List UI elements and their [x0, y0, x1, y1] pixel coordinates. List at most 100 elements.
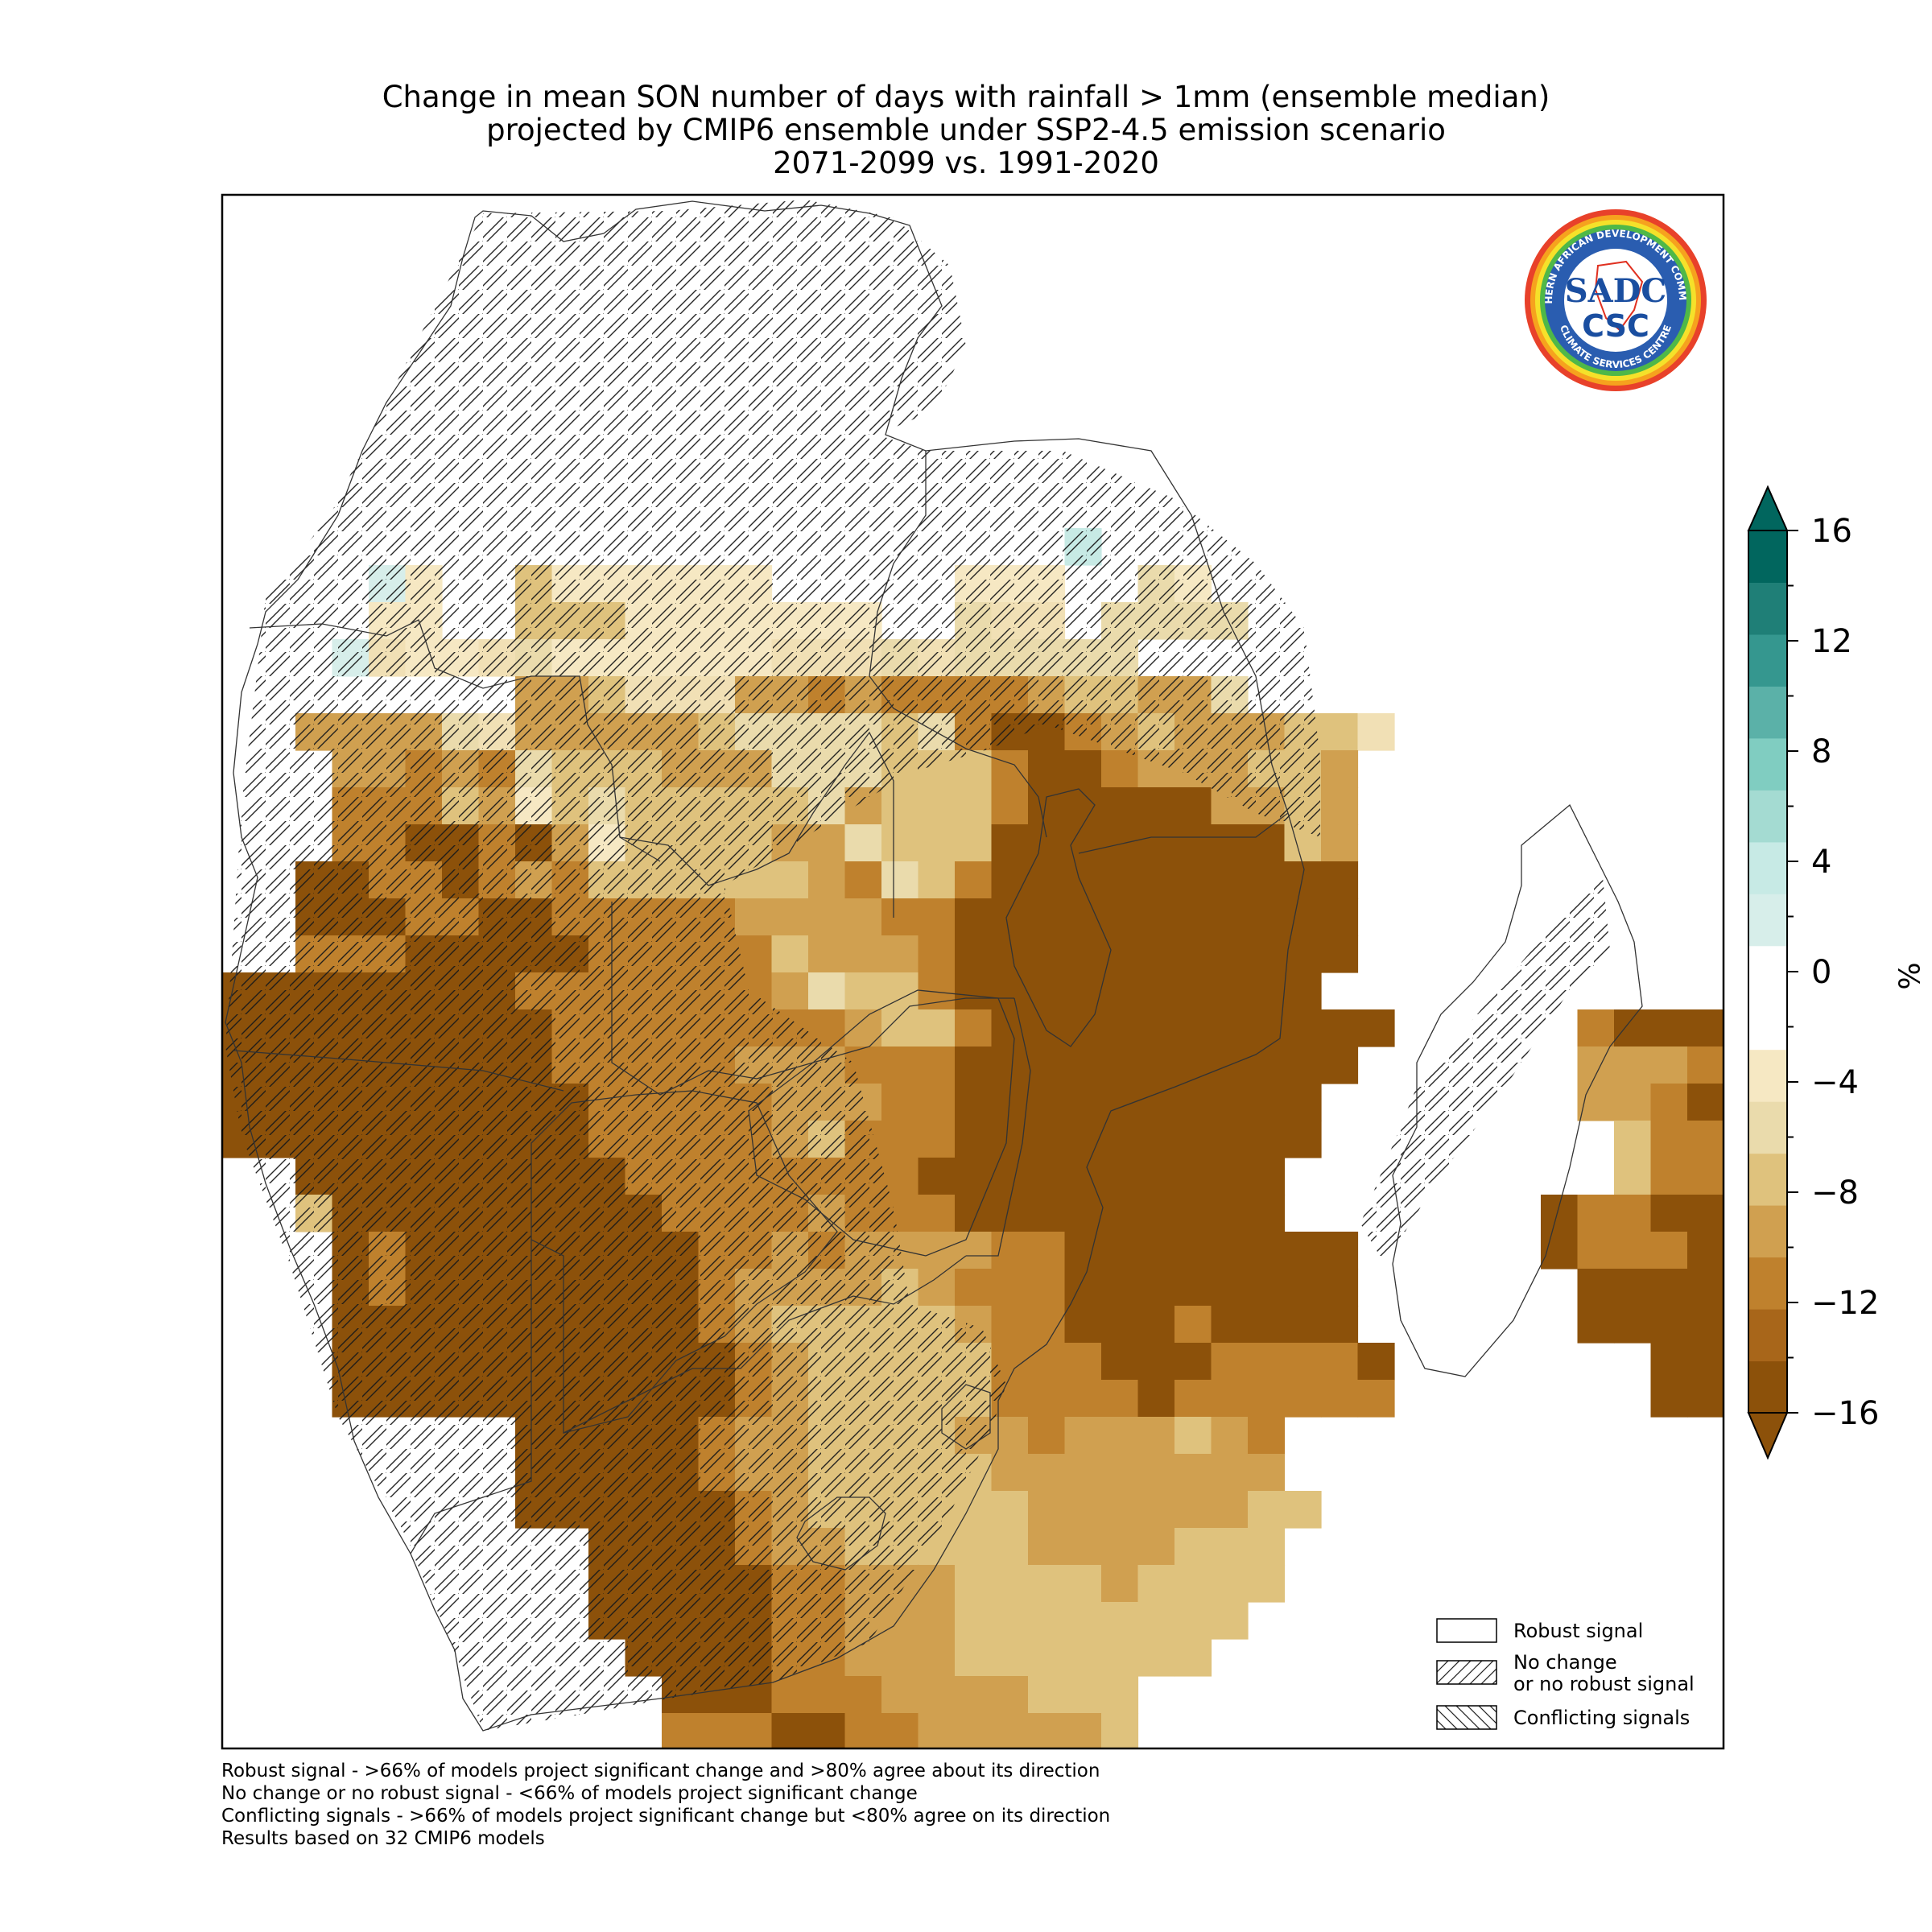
grid-cell: [1028, 1676, 1066, 1714]
grid-cell: [1101, 1639, 1139, 1677]
grid-cell: [1577, 1306, 1615, 1344]
grid-cell: [1137, 1565, 1175, 1603]
hatch-region-mainland: [225, 200, 1320, 1731]
grid-cell: [1174, 1454, 1212, 1492]
grid-cell: [1064, 1639, 1102, 1677]
border-drc-angola: [249, 619, 661, 862]
grid-cell: [1321, 1380, 1359, 1418]
grid-cell: [1064, 1380, 1102, 1418]
coastline-mainland: [225, 200, 1305, 1732]
grid-cell: [1687, 1084, 1724, 1121]
grid-cell: [1101, 1528, 1139, 1566]
colorbar-band: [1748, 997, 1787, 1051]
grid-cell: [844, 861, 882, 899]
grid-cell: [1101, 1602, 1139, 1640]
grid-cell: [1137, 1417, 1175, 1455]
hatch-region-madagascar: [1360, 869, 1610, 1264]
grid-cell: [771, 1676, 809, 1714]
grid-cell: [955, 898, 993, 936]
grid-cell: [955, 787, 993, 825]
grid-cell: [1137, 1084, 1175, 1121]
colorbar-band: [1748, 1101, 1787, 1154]
grid-cell: [991, 1232, 1029, 1269]
grid-cell: [1248, 1009, 1286, 1047]
grid-cell: [1064, 1528, 1102, 1566]
grid-cell: [1174, 824, 1212, 862]
grid-cell: [1687, 1195, 1724, 1232]
grid-cell: [991, 1528, 1029, 1566]
grid-cell: [1248, 1158, 1286, 1195]
border-eswatini: [941, 1384, 991, 1450]
grid-cell: [844, 1713, 882, 1748]
grid-cell: [1321, 1269, 1359, 1307]
grid-cell: [881, 787, 919, 825]
grid-cell: [918, 1084, 956, 1121]
grid-cell: [1321, 1343, 1359, 1381]
grid-cell: [918, 1046, 956, 1084]
grid-cell: [1321, 713, 1359, 751]
grid-cell: [1174, 1417, 1212, 1455]
grid-cell: [955, 1269, 993, 1307]
border-mozambique-north: [1078, 812, 1289, 854]
grid-cell: [1687, 1380, 1724, 1418]
grid-cell: [1174, 1158, 1212, 1195]
colorbar-tick-minus-12: −12: [1811, 1285, 1880, 1322]
grid-cell: [918, 861, 956, 899]
grid-cell: [1614, 1121, 1652, 1158]
footnote-robust: Robust signal - >66% of models project s…: [221, 1761, 1100, 1781]
grid-cell: [1687, 1232, 1724, 1269]
grid-cell: [955, 1565, 993, 1603]
border-sa-north: [563, 1255, 967, 1434]
logo-map-outline: [1594, 260, 1644, 332]
grid-cell: [1248, 1380, 1286, 1418]
country-borders: [225, 200, 1643, 1732]
grid-cell: [1174, 1306, 1212, 1344]
grid-cell: [1211, 935, 1249, 973]
grid-cell: [808, 935, 846, 973]
grid-cell: [991, 1491, 1029, 1529]
grid-cell: [844, 972, 882, 1010]
grid-cell: [1064, 1195, 1102, 1232]
legend-no-change-label-1: No change: [1513, 1651, 1617, 1674]
coastline-madagascar: [1392, 803, 1643, 1377]
grid-cell: [881, 1084, 919, 1121]
grid-cell: [1064, 1232, 1102, 1269]
grid-cell: [1064, 935, 1102, 973]
grid-cell: [735, 1713, 773, 1748]
grid-cell: [1101, 1380, 1139, 1418]
map-axes-frame: [221, 193, 1725, 1750]
grid-cell: [1101, 898, 1139, 936]
grid-cell: [1028, 1417, 1066, 1455]
grid-cell: [1064, 1009, 1102, 1047]
grid-cell: [1137, 972, 1175, 1010]
grid-cell: [1321, 1232, 1359, 1269]
colorbar-band: [1748, 1049, 1787, 1102]
grid-cell: [1284, 935, 1322, 973]
grid-cell: [1028, 1269, 1066, 1307]
grid-cell: [881, 935, 919, 973]
grid-cell: [955, 861, 993, 899]
grid-cell: [1798, 1232, 1835, 1269]
grid-cell: [1101, 1417, 1139, 1455]
grid-cell: [1101, 1713, 1139, 1748]
grid-cell: [771, 898, 809, 936]
grid-cell: [991, 898, 1029, 936]
grid-cell: [1174, 1009, 1212, 1047]
grid-cell: [1211, 1491, 1249, 1529]
grid-cell: [991, 1046, 1029, 1084]
grid-cell: [1614, 1232, 1652, 1269]
grid-cell: [1174, 1084, 1212, 1121]
grid-cell: [991, 1454, 1029, 1492]
grid-cell: [955, 1232, 993, 1269]
grid-cell: [1211, 1232, 1249, 1269]
grid-cell: [1101, 824, 1139, 862]
grid-cell: [1248, 1528, 1286, 1566]
grid-cell: [1284, 972, 1322, 1010]
grid-cell: [1284, 1491, 1322, 1529]
border-zambia-angola: [611, 902, 758, 1096]
grid-cell: [1211, 1380, 1249, 1418]
grid-cell: [1248, 1454, 1286, 1492]
grid-cell: [1137, 1639, 1175, 1677]
grid-cell: [1650, 1009, 1688, 1047]
grid-cell: [1028, 1121, 1066, 1158]
